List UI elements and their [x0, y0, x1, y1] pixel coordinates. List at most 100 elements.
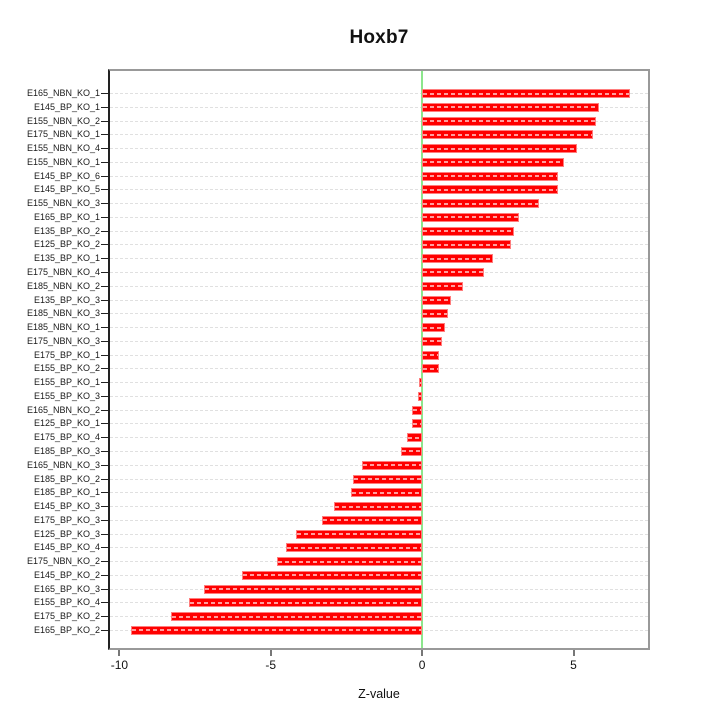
y-tick [101, 395, 108, 397]
y-axis-label: E135_BP_KO_3 [33, 294, 100, 305]
y-axis-label: E125_BP_KO_3 [33, 528, 100, 539]
y-axis-label: E155_BP_KO_2 [33, 363, 100, 374]
y-axis-label: E165_NBN_KO_1 [26, 88, 100, 98]
gridline [110, 437, 648, 439]
y-axis-label: E185_NBN_KO_2 [26, 280, 100, 291]
y-tick [101, 547, 108, 549]
bar [422, 267, 485, 277]
bar [422, 199, 539, 209]
y-axis-label: E155_BP_KO_3 [33, 390, 100, 401]
bar [411, 419, 423, 429]
gridline [110, 148, 648, 150]
y-axis-label: E185_BP_KO_3 [33, 445, 100, 456]
y-axis-label: E145_BP_KO_5 [33, 184, 100, 195]
gridline [110, 175, 648, 177]
bar [189, 598, 423, 608]
y-tick [101, 382, 108, 384]
y-tick [101, 478, 108, 480]
bar [400, 446, 423, 456]
y-tick [101, 340, 108, 342]
y-axis-label: E145_BP_KO_4 [33, 542, 100, 553]
gridline [110, 258, 648, 260]
gridline [110, 409, 648, 411]
gridline [110, 189, 648, 191]
y-axis-label: E145_BP_KO_6 [33, 170, 100, 181]
y-axis-label: E125_BP_KO_1 [33, 418, 100, 429]
x-tick [269, 650, 272, 656]
bar [285, 543, 423, 553]
y-axis-label: E155_NBN_KO_4 [26, 143, 100, 154]
y-tick [101, 450, 108, 452]
y-tick [101, 299, 108, 301]
bar [422, 185, 559, 195]
x-tick [572, 650, 575, 656]
y-tick [101, 629, 108, 631]
bar [417, 391, 423, 401]
y-axis-label: E145_BP_KO_3 [33, 501, 100, 512]
y-tick [101, 533, 108, 535]
bar [422, 212, 520, 222]
y-tick [101, 161, 108, 163]
gridline [110, 134, 648, 136]
y-tick [101, 519, 108, 521]
bar [296, 529, 423, 539]
gridline [110, 423, 648, 425]
y-axis-label: E165_BP_KO_1 [33, 211, 100, 222]
bar [361, 460, 423, 470]
y-tick [101, 244, 108, 246]
y-tick [101, 120, 108, 122]
y-tick [101, 464, 108, 466]
y-axis-label: E175_NBN_KO_3 [26, 335, 100, 346]
bar [422, 350, 439, 360]
y-axis-label: E155_NBN_KO_1 [26, 156, 100, 167]
bar [422, 295, 451, 305]
gridline [110, 120, 648, 122]
y-axis-label: E175_BP_KO_4 [33, 432, 100, 443]
y-tick [101, 506, 108, 508]
y-axis-label: E155_BP_KO_4 [33, 597, 100, 608]
y-axis-label: E135_BP_KO_2 [33, 225, 100, 236]
y-axis-label: E145_BP_KO_2 [33, 569, 100, 580]
gridline [110, 382, 648, 384]
bar [204, 584, 423, 594]
bar [350, 488, 423, 498]
y-tick [101, 574, 108, 576]
gridline [110, 313, 648, 315]
bar [422, 336, 442, 346]
gridline [110, 244, 648, 246]
bar [422, 171, 559, 181]
y-axis-label: E165_BP_KO_3 [33, 583, 100, 594]
y-axis-label: E175_BP_KO_1 [33, 349, 100, 360]
y-tick [101, 285, 108, 287]
y-tick [101, 492, 108, 494]
y-tick [101, 203, 108, 205]
gridline [110, 93, 648, 94]
gridline [110, 450, 648, 452]
bar [422, 102, 600, 112]
x-tick [421, 650, 424, 656]
bar [422, 157, 565, 167]
y-axis-label: E125_BP_KO_2 [33, 239, 100, 250]
y-tick [101, 134, 108, 136]
y-tick [101, 106, 108, 108]
plot-area [108, 69, 650, 650]
gridline [110, 271, 648, 273]
gridline [110, 216, 648, 218]
y-axis-label: E175_BP_KO_2 [33, 611, 100, 622]
y-axis-label: E185_BP_KO_2 [33, 473, 100, 484]
bar [422, 144, 577, 154]
y-axis-label: E175_BP_KO_3 [33, 514, 100, 525]
gridline [110, 354, 648, 356]
y-axis-label: E155_BP_KO_1 [33, 377, 100, 388]
y-tick [101, 354, 108, 356]
bar [322, 515, 423, 525]
gridline [110, 285, 648, 287]
y-tick [101, 616, 108, 618]
y-tick [101, 93, 108, 94]
bar [131, 625, 423, 635]
y-tick [101, 258, 108, 260]
bar [422, 364, 439, 374]
gridline [110, 327, 648, 329]
y-tick [101, 437, 108, 439]
y-tick [101, 561, 108, 563]
